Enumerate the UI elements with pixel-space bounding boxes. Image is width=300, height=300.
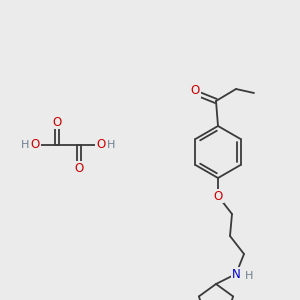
Text: O: O <box>74 161 84 175</box>
Text: O: O <box>30 139 40 152</box>
Text: H: H <box>245 271 253 281</box>
Text: O: O <box>190 85 200 98</box>
Text: O: O <box>96 139 106 152</box>
Text: H: H <box>21 140 29 150</box>
Text: O: O <box>52 116 62 128</box>
Text: N: N <box>232 268 240 281</box>
Text: H: H <box>107 140 115 150</box>
Text: O: O <box>213 190 223 202</box>
